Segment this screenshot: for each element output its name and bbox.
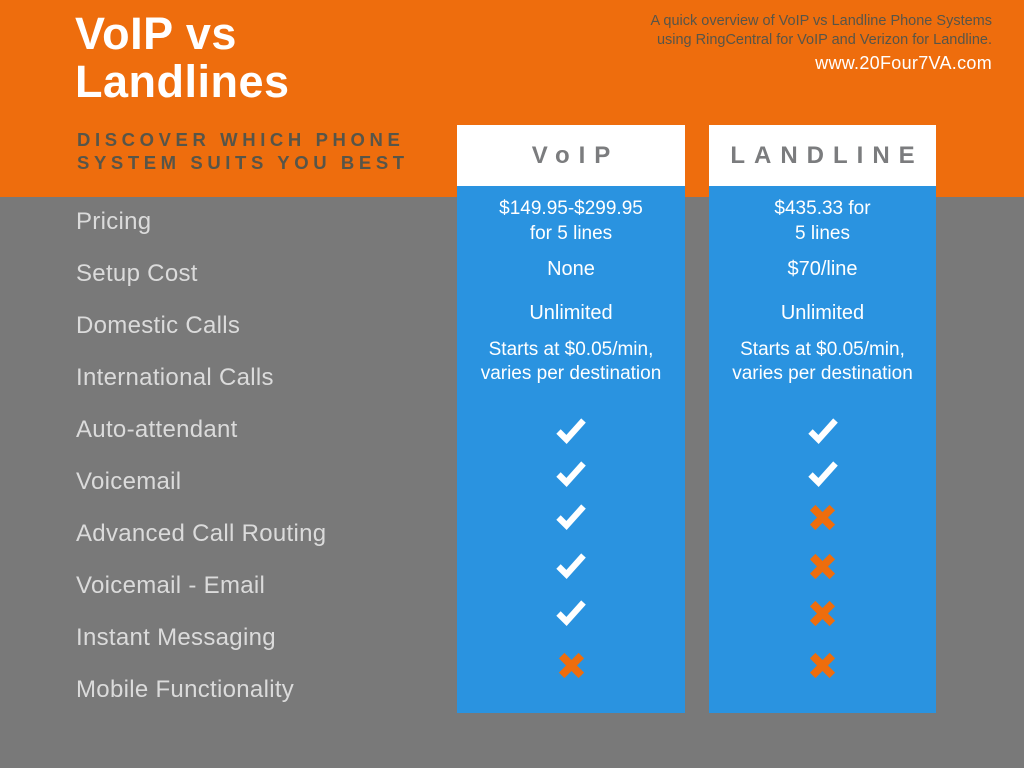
check-icon <box>553 499 589 535</box>
feature-label-voicemail-email: Voicemail - Email <box>76 572 266 599</box>
check-icon <box>805 456 841 492</box>
feature-list: Pricing Setup Cost Domestic Calls Intern… <box>76 196 436 716</box>
voip-pricing-line-2: for 5 lines <box>529 223 613 244</box>
check-icon <box>805 413 841 449</box>
cross-icon <box>553 647 589 683</box>
voip-setup-cost-value: None <box>547 258 595 280</box>
feature-label-instant-messaging: Instant Messaging <box>76 624 276 651</box>
voip-pricing-line-1: $149.95-$299.95 <box>499 198 643 219</box>
title-line-1: VoIP vs <box>75 8 237 59</box>
landline-column-body: $435.33 for 5 lines $70/line Unlimited S… <box>709 186 936 713</box>
check-icon <box>553 413 589 449</box>
header-note: A quick overview of VoIP vs Landline Pho… <box>651 12 992 73</box>
feature-label-setup-cost: Setup Cost <box>76 260 198 287</box>
landline-pricing-value: $435.33 for 5 lines <box>709 196 936 246</box>
subtitle-line-1: DISCOVER WHICH PHONE <box>77 129 405 150</box>
landline-pricing-line-1: $435.33 for <box>774 198 871 219</box>
voip-column: VoIP $149.95-$299.95 for 5 lines None Un… <box>457 125 685 713</box>
feature-label-mobile-functionality: Mobile Functionality <box>76 676 295 703</box>
note-line-1: A quick overview of VoIP vs Landline Pho… <box>650 13 992 29</box>
landline-setup-cost-value: $70/line <box>787 258 858 280</box>
feature-label-advanced-call-routing: Advanced Call Routing <box>76 520 327 547</box>
website-url: www.20Four7VA.com <box>815 53 992 73</box>
cross-icon <box>805 647 841 683</box>
page-subtitle: DISCOVER WHICH PHONE SYSTEM SUITS YOU BE… <box>77 128 409 174</box>
landline-column-header: LANDLINE <box>709 125 936 186</box>
landline-international-calls-value: Starts at $0.05/min, varies per destinat… <box>709 338 936 386</box>
feature-label-auto-attendant: Auto-attendant <box>76 416 238 443</box>
page-title: VoIP vs Landlines <box>75 10 290 106</box>
landline-column: LANDLINE $435.33 for 5 lines $70/line Un… <box>709 125 936 713</box>
cross-icon <box>805 548 841 584</box>
title-line-2: Landlines <box>75 56 290 107</box>
cross-icon <box>805 595 841 631</box>
cross-icon <box>805 499 841 535</box>
voip-intl-line-1: Starts at $0.05/min, <box>488 339 654 360</box>
voip-pricing-value: $149.95-$299.95 for 5 lines <box>457 196 685 246</box>
landline-domestic-calls-value: Unlimited <box>780 302 865 324</box>
feature-label-pricing: Pricing <box>76 208 152 235</box>
feature-label-international-calls: International Calls <box>76 364 274 391</box>
voip-international-calls-value: Starts at $0.05/min, varies per destinat… <box>457 338 685 386</box>
subtitle-line-2: SYSTEM SUITS YOU BEST <box>77 152 409 173</box>
voip-column-body: $149.95-$299.95 for 5 lines None Unlimit… <box>457 186 685 713</box>
voip-intl-line-2: varies per destination <box>480 363 662 384</box>
feature-label-domestic-calls: Domestic Calls <box>76 312 241 339</box>
feature-label-voicemail: Voicemail <box>76 468 182 495</box>
voip-column-header: VoIP <box>457 125 685 186</box>
check-icon <box>553 456 589 492</box>
check-icon <box>553 595 589 631</box>
note-line-2: using RingCentral for VoIP and Verizon f… <box>656 31 992 48</box>
check-icon <box>553 548 589 584</box>
landline-intl-line-2: varies per destination <box>732 363 913 384</box>
landline-intl-line-1: Starts at $0.05/min, <box>740 339 905 360</box>
landline-pricing-line-2: 5 lines <box>795 223 850 244</box>
voip-domestic-calls-value: Unlimited <box>529 302 613 324</box>
